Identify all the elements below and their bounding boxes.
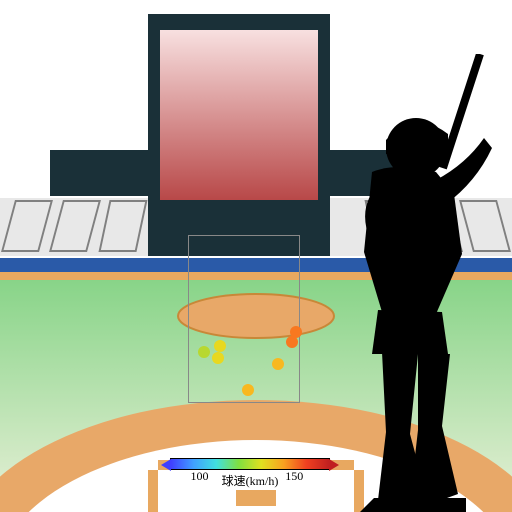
pitch-marker: [214, 340, 226, 352]
batter-box-line: [148, 470, 158, 512]
pitch-marker: [242, 384, 254, 396]
pitch-location-chart-root: 100150 球速(km/h): [0, 0, 512, 512]
colorbar-cap-right: [329, 459, 339, 471]
colorbar-cap-left: [161, 459, 171, 471]
batter-silhouette: [286, 54, 512, 512]
colorbar-tick: 100: [190, 469, 208, 484]
colorbar-axis-label: 球速(km/h): [158, 472, 342, 489]
batter-box-line: [236, 490, 276, 506]
pitch-marker: [272, 358, 284, 370]
colorbar-tick: 150: [285, 469, 303, 484]
strike-zone-box: [188, 235, 300, 403]
colorbar-gradient: 100150: [170, 458, 330, 470]
colorbar: 100150 球速(km/h): [158, 458, 342, 489]
pitch-marker: [198, 346, 210, 358]
pitch-marker: [212, 352, 224, 364]
